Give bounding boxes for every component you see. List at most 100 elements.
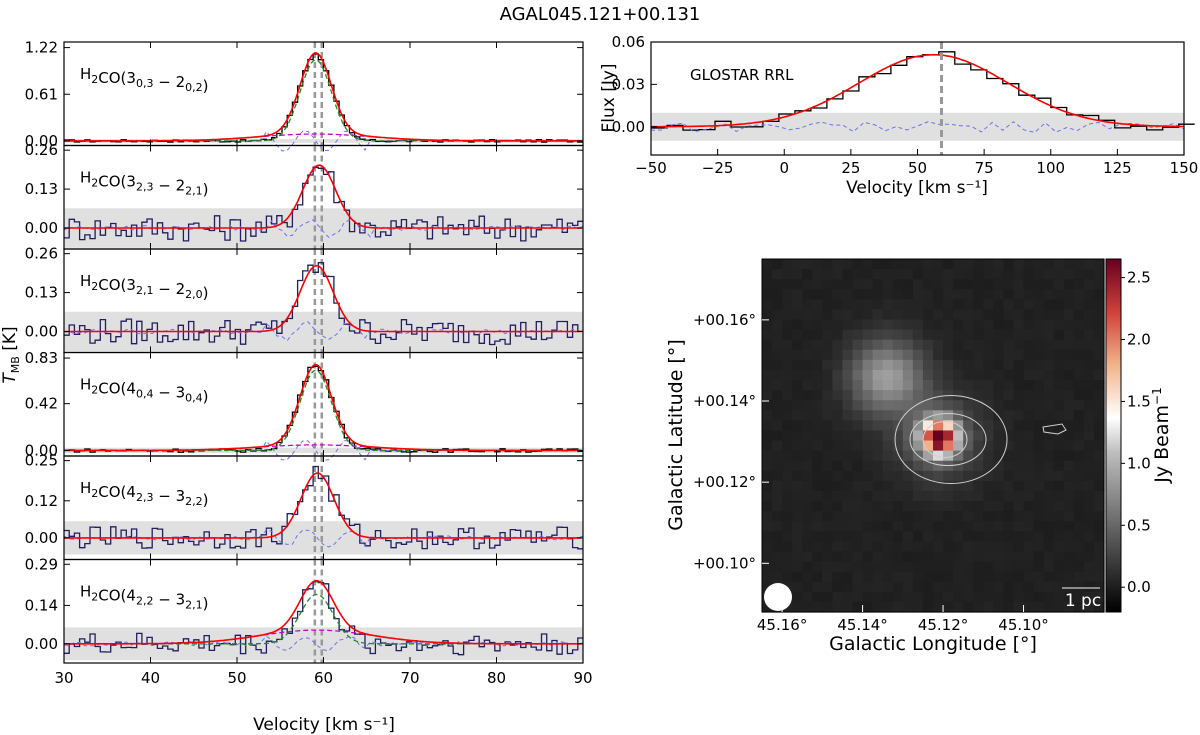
map-pixel — [882, 400, 894, 411]
map-pixel — [902, 521, 914, 532]
map-pixel — [842, 339, 854, 351]
map-pixel — [802, 390, 813, 401]
map-pixel — [963, 339, 974, 351]
map-pixel — [1043, 289, 1055, 300]
map-pixel — [1023, 339, 1035, 351]
map-pixel — [842, 460, 854, 472]
map-pixel — [953, 430, 964, 442]
map-pixel — [912, 369, 924, 381]
map-pixel — [802, 380, 813, 391]
map-pixel — [912, 349, 924, 361]
map-pixel — [902, 581, 914, 593]
map-pixel — [922, 541, 934, 553]
map-pixel — [1013, 521, 1025, 532]
map-pixel — [882, 390, 894, 401]
map-pixel — [852, 329, 864, 341]
map-pixel — [933, 390, 944, 401]
map-pixel — [1073, 541, 1085, 553]
map-pixel — [862, 470, 874, 482]
x-tick-label: 50 — [908, 159, 927, 177]
map-pixel — [973, 551, 984, 563]
map-pixel — [762, 571, 773, 583]
map-pixel — [842, 329, 854, 341]
map-pixel — [762, 410, 773, 421]
map-pixel — [922, 299, 934, 311]
map-pixel — [1023, 571, 1035, 583]
label-part: ) — [203, 491, 209, 509]
map-pixel — [872, 400, 884, 411]
map-pixel — [822, 571, 834, 583]
map-pixel — [943, 430, 954, 442]
map-pixel — [832, 571, 844, 583]
map-pixel — [772, 440, 783, 452]
map-pixel — [782, 329, 793, 341]
map-pixel — [812, 480, 823, 492]
map-pixel — [822, 349, 834, 361]
x-tick-label: 40 — [141, 669, 160, 687]
map-pixel — [862, 460, 874, 472]
map-pixel — [882, 339, 894, 351]
map-pixel — [1093, 289, 1105, 300]
map-pixel — [842, 551, 854, 563]
map-x-axis-title: Galactic Longitude [°] — [829, 633, 1037, 655]
map-pixel — [922, 581, 934, 593]
x-tick-label: −25 — [702, 159, 734, 177]
map-pixel — [862, 581, 874, 593]
map-pixel — [1023, 601, 1035, 613]
residual-curve — [63, 321, 584, 342]
map-pixel — [1033, 470, 1045, 482]
label-part: 2,1 — [136, 284, 154, 297]
map-pixel — [1063, 541, 1075, 553]
map-pixel — [1073, 460, 1085, 472]
map-pixel — [762, 309, 773, 321]
map-pixel — [1053, 521, 1065, 532]
map-pixel — [922, 521, 934, 532]
label-part: H — [80, 583, 91, 601]
map-pixel — [943, 349, 954, 361]
map-pixel — [892, 279, 904, 290]
map-pixel — [1023, 460, 1035, 472]
map-pixel — [922, 460, 934, 472]
map-pixel — [983, 400, 994, 411]
map-pixel — [1063, 460, 1075, 472]
map-pixel — [922, 339, 934, 351]
map-pixel — [892, 601, 904, 613]
map-pixel — [1063, 259, 1075, 270]
map-pixel — [862, 309, 874, 321]
map-pixel — [902, 460, 914, 472]
map-pixel — [822, 359, 834, 371]
observed-spectrum — [64, 53, 583, 143]
transition-label: H2CO(42,2 − 32,1) — [80, 583, 208, 613]
map-pixel — [912, 380, 924, 391]
map-pixel — [902, 450, 914, 462]
map-pixel — [993, 390, 1005, 401]
map-pixel — [1053, 591, 1065, 603]
map-pixel — [983, 450, 994, 462]
map-pixel — [772, 420, 783, 432]
map-pixel — [943, 369, 954, 381]
map-pixel — [1063, 279, 1075, 290]
map-pixel — [812, 511, 823, 522]
map-pixel — [892, 289, 904, 300]
map-pixel — [933, 521, 944, 532]
map-pixel — [842, 259, 854, 270]
map-pixel — [953, 521, 964, 532]
map-pixel — [842, 531, 854, 542]
continuum-map-panel: 1 pc 45.16° 45.14° 45.12° 45.10° +00.10° +00.1… — [665, 258, 1173, 655]
map-pixel — [973, 591, 984, 603]
map-pixel — [933, 259, 944, 270]
map-pixel — [902, 309, 914, 321]
map-pixel — [842, 581, 854, 593]
map-pixel — [882, 470, 894, 482]
map-pixel — [922, 601, 934, 613]
y-tick-label: +00.12° — [693, 473, 756, 491]
map-pixel — [943, 299, 954, 311]
map-pixel — [912, 480, 924, 492]
map-pixel — [902, 369, 914, 381]
map-pixel — [812, 430, 823, 442]
map-pixel — [953, 551, 964, 563]
map-pixel — [762, 581, 773, 593]
map-pixel — [1093, 561, 1105, 573]
map-pixel — [782, 390, 793, 401]
